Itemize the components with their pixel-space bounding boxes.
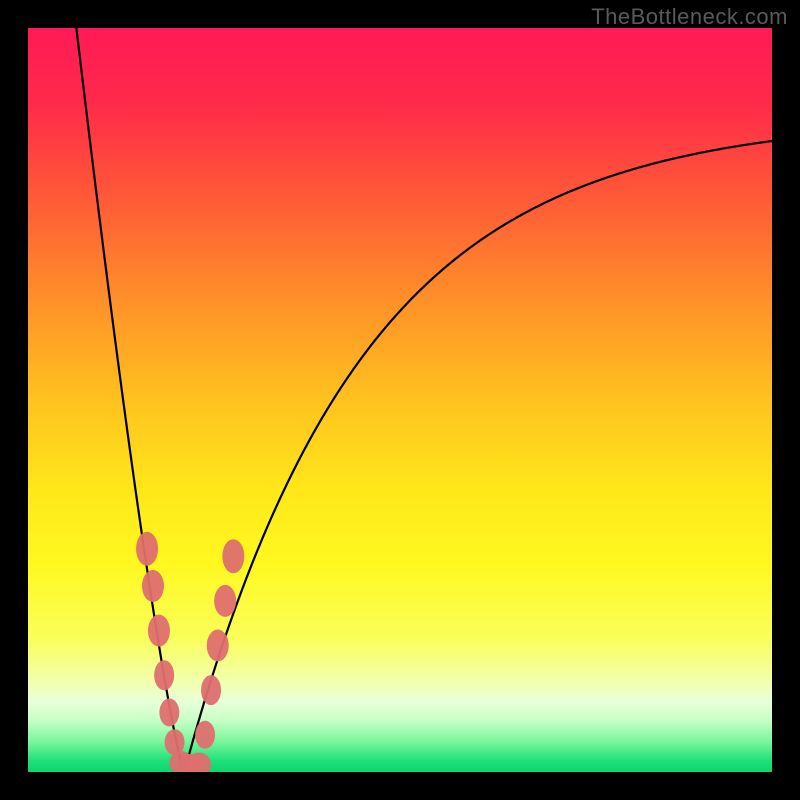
chart-frame: TheBottleneck.com	[0, 0, 800, 800]
data-marker	[222, 539, 244, 573]
watermark-text: TheBottleneck.com	[591, 4, 788, 30]
plot-background	[28, 28, 772, 772]
data-marker	[148, 615, 170, 647]
chart-svg	[0, 0, 800, 800]
data-marker	[195, 721, 215, 749]
data-marker	[154, 660, 174, 690]
data-marker	[207, 630, 229, 662]
data-marker	[136, 532, 158, 566]
data-marker	[214, 585, 236, 617]
data-marker	[142, 570, 164, 602]
data-marker	[201, 675, 221, 705]
data-marker	[159, 698, 179, 726]
